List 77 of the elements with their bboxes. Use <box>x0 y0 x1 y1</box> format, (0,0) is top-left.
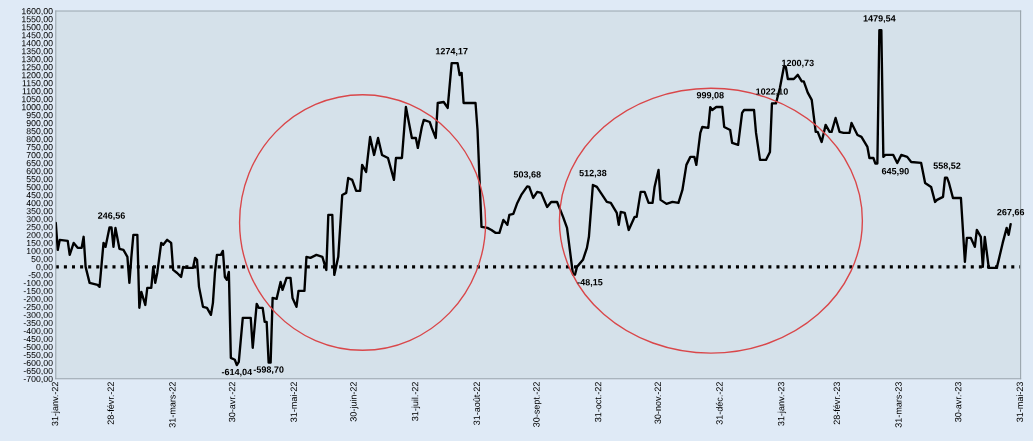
x-tick-label: 31-mai-23 <box>1016 381 1024 422</box>
y-tick-label: -200,00 <box>23 295 53 304</box>
x-tick-label: 31-mai-22 <box>290 382 297 422</box>
y-tick-label: 650,00 <box>26 160 53 168</box>
x-tick-label: 31-janv.-22 <box>51 382 60 426</box>
y-tick-label: -50,00 <box>28 271 53 280</box>
y-tick-label: 1100,00 <box>22 88 53 96</box>
y-tick-label: 50,00 <box>31 255 53 264</box>
y-tick-label: 1300,00 <box>22 56 53 64</box>
annotation: 503,68 <box>513 171 541 179</box>
y-tick-label: -150,00 <box>23 287 53 296</box>
y-tick-label: 1000,00 <box>22 104 53 112</box>
y-tick-label: 900,00 <box>26 120 53 128</box>
y-tick-label: -250,00 <box>23 303 53 312</box>
y-tick-label: -400,00 <box>23 327 53 336</box>
x-tick-label: 31-juil.-22 <box>411 382 421 421</box>
y-tick-label: 400,00 <box>26 199 53 208</box>
y-tick-label: 200,00 <box>26 231 53 240</box>
x-tick-label: 31-mars-22 <box>169 382 176 428</box>
annotation: 645,90 <box>881 168 909 176</box>
y-tick-label: 600,00 <box>26 168 53 176</box>
annotation: 246,56 <box>97 212 125 221</box>
y-tick-label: 300,00 <box>26 215 53 224</box>
x-tick-label: 30-avr.-22 <box>228 382 236 422</box>
y-tick-label: 1450,00 <box>22 32 53 40</box>
y-tick-label: -350,00 <box>23 319 53 328</box>
annotation: 512,38 <box>579 169 607 178</box>
annotation: 267,66 <box>997 208 1025 217</box>
x-tick-label: 31-oct.-22 <box>594 382 602 422</box>
y-tick-label: 1500,00 <box>22 24 53 32</box>
y-tick-label: -100,00 <box>23 279 53 288</box>
y-tick-label: 950,00 <box>26 112 53 120</box>
x-tick-label: 31-déc.-22 <box>715 382 723 425</box>
y-tick-label: 1350,00 <box>22 48 53 56</box>
y-tick-label: -450,00 <box>23 335 53 344</box>
x-tick-label: 31-mars-23 <box>895 381 902 428</box>
y-tick-label: 450,00 <box>26 191 53 200</box>
x-tick-label: 28-févr.-23 <box>833 381 841 425</box>
y-tick-label: 350,00 <box>26 207 53 216</box>
y-tick-label: 1550,00 <box>22 16 53 24</box>
y-tick-label: 550,00 <box>26 175 53 184</box>
y-tick-label: 250,00 <box>26 223 53 232</box>
annotation: 1200,73 <box>782 59 814 68</box>
y-tick-label: 1150,00 <box>22 80 53 88</box>
annotation: 558,52 <box>933 162 961 171</box>
x-tick-label: 31-janv.-23 <box>777 381 787 426</box>
x-tick-label: 30-sept.-22 <box>533 382 542 427</box>
x-tick-label: 28-févr.-22 <box>107 382 114 425</box>
y-tick-label: 800,00 <box>26 136 53 144</box>
x-tick-label: 30-avr.-23 <box>954 381 962 422</box>
y-tick-label: -550,00 <box>23 351 53 360</box>
y-tick-label: -600,00 <box>23 359 53 368</box>
y-tick-label: 0,00 <box>36 263 53 272</box>
x-tick-label: 31-août-22 <box>473 382 480 425</box>
y-tick-label: 1200,00 <box>22 72 53 80</box>
annotation: -598,70 <box>253 366 284 375</box>
annotation: 1274,17 <box>435 48 468 56</box>
y-tick-label: 1600,00 <box>22 8 53 16</box>
annotation: -48,15 <box>577 278 603 287</box>
y-tick-label: -500,00 <box>23 343 53 352</box>
y-tick-label: -650,00 <box>23 367 53 376</box>
y-tick-label: 100,00 <box>26 247 53 256</box>
x-tick-label: 30-nov.-22 <box>654 382 661 424</box>
y-tick-label: 1400,00 <box>22 40 53 48</box>
y-tick-label: 1250,00 <box>22 64 53 72</box>
annotation: 999,08 <box>696 92 724 100</box>
y-tick-label: 700,00 <box>26 152 53 160</box>
y-tick-label: 500,00 <box>26 183 53 192</box>
y-tick-label: 150,00 <box>26 239 53 248</box>
x-tick-label: 30-juin-22 <box>349 382 359 422</box>
y-tick-label: 1050,00 <box>22 96 53 104</box>
y-tick-label: -300,00 <box>23 311 53 320</box>
y-tick-label: -700,00 <box>23 375 53 384</box>
y-tick-label: 850,00 <box>26 128 53 136</box>
y-tick-label: 750,00 <box>26 144 53 152</box>
annotation: 1479,54 <box>863 15 896 23</box>
annotation: -614,04 <box>221 368 253 377</box>
